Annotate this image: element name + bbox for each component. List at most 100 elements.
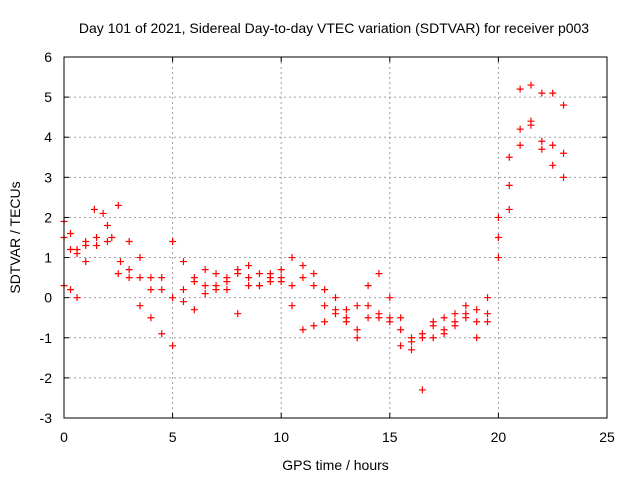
data-point [364, 314, 372, 322]
data-point [397, 342, 405, 350]
data-point [114, 201, 122, 209]
data-point [277, 266, 285, 274]
data-point [332, 294, 339, 302]
data-point [169, 238, 177, 246]
x-tick-label: 5 [169, 429, 177, 445]
y-tick-label: -1 [40, 330, 53, 346]
data-point [169, 342, 177, 350]
data-point [342, 306, 350, 314]
data-point [397, 314, 405, 322]
data-point [484, 294, 492, 302]
data-point [245, 274, 253, 282]
data-point [82, 258, 90, 266]
data-point [418, 334, 426, 342]
data-point [125, 238, 133, 246]
y-tick-label: 4 [44, 129, 52, 145]
data-point [190, 306, 198, 314]
data-point [560, 101, 568, 109]
y-tick-label: 1 [44, 250, 52, 266]
data-point [114, 270, 122, 278]
y-tick-label: 3 [44, 169, 52, 185]
data-point [549, 161, 557, 169]
y-axis-label: SDTVAR / TECUs [7, 181, 23, 293]
data-point [266, 278, 274, 286]
data-point [266, 270, 274, 278]
data-point [103, 238, 111, 246]
data-point [408, 346, 416, 354]
x-axis-label: GPS time / hours [282, 457, 389, 473]
series-trace-c [60, 121, 568, 350]
data-point [299, 262, 307, 270]
data-point [179, 298, 187, 306]
data-point [494, 254, 502, 262]
data-point [158, 330, 166, 338]
data-point [116, 258, 124, 266]
data-point [484, 318, 492, 326]
data-point [353, 326, 361, 334]
data-point [223, 274, 231, 282]
data-point [538, 89, 546, 97]
data-point [245, 282, 253, 290]
data-point [288, 302, 296, 310]
x-tick-label: 0 [60, 429, 68, 445]
data-point [288, 282, 296, 290]
data-point [364, 302, 372, 310]
data-point [201, 282, 209, 290]
data-point [223, 286, 231, 294]
data-point [375, 270, 383, 278]
data-point [440, 330, 448, 338]
data-point [321, 318, 329, 326]
data-point [136, 302, 144, 310]
data-point [353, 302, 361, 310]
plot-frame [63, 56, 608, 419]
data-point [473, 306, 481, 314]
series-trace-a [60, 81, 568, 394]
data-point [353, 334, 361, 342]
x-tick-label: 15 [382, 429, 398, 445]
data-point [505, 153, 513, 161]
data-point [310, 270, 318, 278]
data-point [505, 205, 513, 213]
data-point [418, 386, 426, 394]
data-point [158, 286, 166, 294]
x-tick-label: 20 [491, 429, 507, 445]
data-point [125, 266, 133, 274]
y-tick-label: 2 [44, 209, 52, 225]
x-tick-label: 25 [599, 429, 615, 445]
data-point [397, 326, 405, 334]
y-tick-label: 5 [44, 89, 52, 105]
data-point [136, 274, 144, 282]
data-point [99, 209, 107, 217]
data-point [549, 141, 557, 149]
y-tick-label: 0 [44, 290, 52, 306]
data-point [429, 322, 437, 330]
data-point [429, 334, 437, 342]
data-point [255, 282, 263, 290]
data-point [103, 221, 111, 229]
data-point [462, 302, 470, 310]
data-point [277, 274, 285, 282]
data-point [310, 282, 318, 290]
data-point [299, 326, 307, 334]
data-point [245, 262, 253, 270]
series-trace-b [60, 117, 568, 354]
data-point [549, 89, 557, 97]
data-point [147, 314, 155, 322]
data-point [560, 173, 568, 181]
data-point [147, 286, 155, 294]
data-point [108, 234, 116, 241]
data-point [201, 290, 209, 298]
data-point [67, 286, 75, 294]
data-point [364, 282, 372, 290]
data-point [201, 266, 209, 274]
data-point [321, 286, 329, 294]
data-point [527, 81, 535, 89]
chart-title: Day 101 of 2021, Sidereal Day-to-day VTE… [79, 20, 589, 36]
data-point [190, 278, 198, 286]
data-point [310, 322, 318, 330]
axis-ticks: 0 5 10 15 20 25 -3 -2 -1 0 1 2 3 4 5 6 [40, 49, 615, 445]
data-point [516, 125, 524, 133]
data-point [505, 181, 513, 189]
data-point [440, 314, 448, 322]
